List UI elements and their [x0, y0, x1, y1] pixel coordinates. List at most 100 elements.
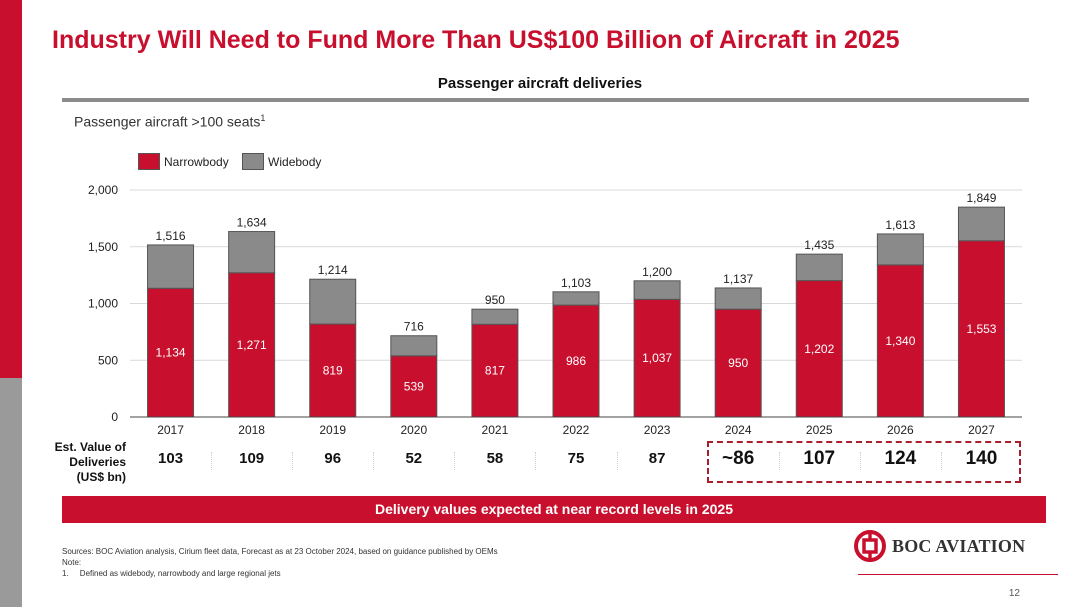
y-tick-label: 500 — [98, 353, 118, 367]
total-value-label: 950 — [485, 293, 505, 307]
bar-widebody — [633, 280, 681, 300]
delivery-value-2019: 96 — [324, 450, 342, 467]
x-tick-label: 2027 — [968, 423, 995, 437]
legend-item-widebody: Widebody — [242, 153, 321, 170]
left-accent-bar — [0, 0, 22, 378]
left-accent-bar-gray — [0, 378, 22, 607]
y-tick-label: 1,000 — [88, 297, 118, 311]
total-value-label: 716 — [404, 320, 424, 334]
segment-label-text: Passenger aircraft >100 seats — [74, 113, 261, 130]
company-logo: BOC AVIATION — [854, 530, 1025, 562]
total-value-label: 1,435 — [804, 238, 834, 252]
delivery-value-separator — [859, 452, 861, 470]
x-tick-label: 2025 — [806, 423, 833, 437]
delivery-value-2023: 87 — [648, 450, 666, 467]
delivery-value-label-line: Deliveries — [69, 455, 126, 469]
total-value-label: 1,613 — [885, 218, 915, 232]
delivery-value-separator — [778, 452, 780, 470]
total-value-label: 1,200 — [642, 265, 672, 279]
bar-widebody — [957, 206, 1005, 242]
narrowbody-value-label: 1,271 — [237, 338, 267, 352]
segment-label: Passenger aircraft >100 seats1 — [74, 113, 265, 130]
total-value-label: 1,849 — [966, 191, 996, 205]
bar-widebody — [309, 278, 357, 325]
page-title: Industry Will Need to Fund More Than US$… — [52, 26, 900, 54]
narrowbody-value-label: 986 — [566, 354, 586, 368]
footnotes: Sources: BOC Aviation analysis, Cirium f… — [62, 546, 498, 579]
narrowbody-value-label: 819 — [323, 364, 343, 378]
delivery-value-separator — [373, 452, 375, 470]
delivery-value-2026: 124 — [884, 448, 917, 469]
bar-widebody — [552, 291, 600, 306]
legend-label-widebody: Widebody — [268, 154, 322, 169]
total-value-label: 1,516 — [156, 229, 186, 243]
page-number: 12 — [1008, 588, 1020, 599]
bar-narrowbody — [633, 298, 681, 418]
delivery-value-2022: 75 — [567, 450, 585, 467]
bar-widebody — [228, 231, 276, 274]
delivery-value-separator — [211, 452, 213, 470]
legend-item-narrowbody: Narrowbody — [138, 153, 229, 170]
narrowbody-value-label: 1,340 — [885, 334, 915, 348]
x-tick-label: 2026 — [887, 423, 914, 437]
bar-widebody — [714, 287, 762, 310]
narrowbody-value-label: 1,553 — [966, 322, 996, 336]
x-tick-label: 2023 — [644, 423, 671, 437]
total-value-label: 1,137 — [723, 272, 753, 286]
x-tick-label: 2021 — [482, 423, 509, 437]
boc-logo-icon — [854, 530, 886, 562]
legend-swatch-widebody — [242, 153, 265, 170]
delivery-value-separator — [616, 452, 618, 470]
bar-widebody — [876, 233, 924, 266]
delivery-value-2024: ~86 — [722, 448, 755, 469]
delivery-value-separator — [940, 452, 942, 470]
delivery-value-2017: 103 — [158, 450, 184, 467]
total-value-label: 1,214 — [318, 263, 348, 277]
narrowbody-value-label: 1,134 — [156, 346, 186, 360]
y-tick-label: 0 — [111, 410, 118, 424]
chart-legend: Narrowbody Widebody — [138, 153, 331, 173]
delivery-value-2021: 58 — [486, 450, 504, 467]
delivery-value-label-line: Est. Value of — [54, 440, 126, 454]
y-tick-label: 2,000 — [88, 183, 118, 197]
delivery-value-2018: 109 — [239, 450, 265, 467]
delivery-value-2025: 107 — [803, 448, 836, 469]
bar-narrowbody — [147, 287, 195, 418]
key-message-banner: Delivery values expected at near record … — [62, 496, 1046, 523]
bar-narrowbody — [876, 264, 924, 418]
legend-label-narrowbody: Narrowbody — [164, 154, 229, 169]
narrowbody-value-label: 817 — [485, 364, 505, 378]
x-tick-label: 2018 — [238, 423, 265, 437]
bar-widebody — [795, 253, 843, 282]
bar-widebody — [147, 244, 195, 289]
x-tick-label: 2022 — [563, 423, 590, 437]
total-value-label: 1,103 — [561, 276, 591, 290]
narrowbody-value-label: 1,202 — [804, 342, 834, 356]
bar-narrowbody — [957, 240, 1005, 418]
delivery-value-separator — [292, 452, 294, 470]
narrowbody-value-label: 1,037 — [642, 351, 672, 365]
delivery-value-label: Est. Value of Deliveries (US$ bn) — [40, 440, 126, 485]
logo-underline — [858, 574, 1058, 575]
bar-narrowbody — [228, 272, 276, 418]
total-value-label: 1,634 — [237, 216, 267, 230]
footnote-1: 1. Defined as widebody, narrowbody and l… — [62, 569, 281, 578]
x-tick-label: 2019 — [319, 423, 346, 437]
x-tick-label: 2020 — [400, 423, 427, 437]
delivery-value-separator — [454, 452, 456, 470]
chart-subtitle: Passenger aircraft deliveries — [437, 75, 643, 92]
bar-narrowbody — [795, 280, 843, 418]
bar-widebody — [390, 335, 438, 357]
delivery-value-label-line: (US$ bn) — [76, 470, 126, 484]
narrowbody-value-label: 950 — [728, 356, 748, 370]
footnote-note: Note: — [62, 558, 82, 567]
bar-narrowbody — [714, 308, 762, 418]
delivery-values-row: 103 109 96 52 58 75 87 ~86 107 124 140 — [0, 448, 1080, 474]
logo-text: BOC AVIATION — [892, 535, 1026, 556]
stacked-bar-chart: 0 500 1,000 1,500 2,000 1,134 1,516 2017 1,271 1,… — [88, 183, 1022, 437]
delivery-value-2027: 140 — [965, 448, 998, 469]
x-tick-label: 2024 — [725, 423, 752, 437]
delivery-value-separator — [535, 452, 537, 470]
forecast-highlight-box — [707, 441, 1021, 483]
bar-narrowbody — [552, 304, 600, 418]
